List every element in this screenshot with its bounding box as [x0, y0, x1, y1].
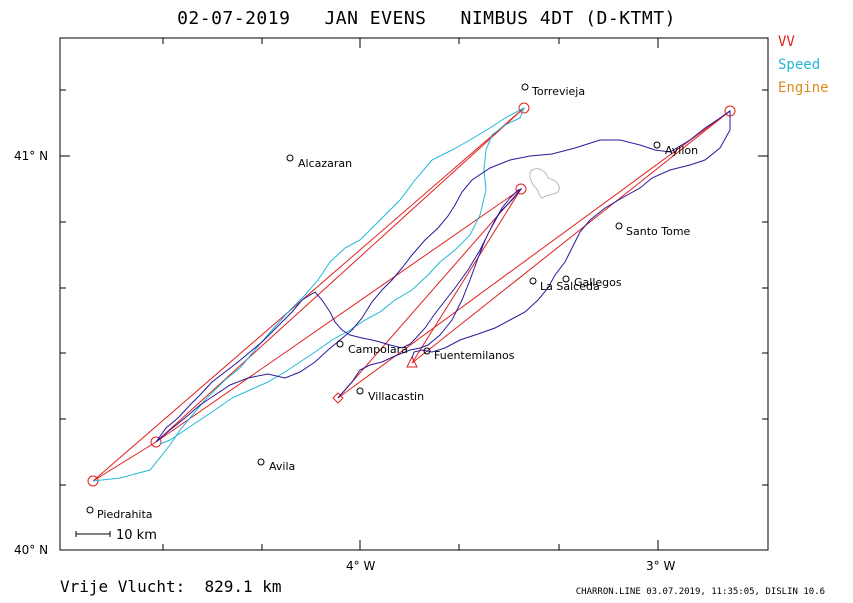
legend-speed: Speed: [778, 57, 821, 73]
place-marker: [356, 387, 364, 395]
lat-label-41: 41° N: [14, 149, 48, 163]
place-marker: [423, 347, 431, 355]
place-marker: [257, 458, 265, 466]
place-label-gallegos: Gallegos: [574, 276, 622, 289]
place-marker: [529, 277, 537, 285]
place-label-fuentemilanos: Fuentemilanos: [434, 349, 515, 362]
lake-outline: [529, 168, 560, 199]
map-ticks: [60, 38, 768, 551]
distance-label: Vrije Vlucht:: [60, 577, 186, 596]
place-label-santo-tome: Santo Tome: [626, 225, 691, 238]
place-label-piedrahita: Piedrahita: [97, 508, 153, 521]
turnpoint-marker: [150, 436, 162, 448]
turnpoint-marker: [515, 183, 527, 195]
scale-bar: 10 km: [75, 528, 157, 543]
place-marker: [336, 340, 344, 348]
place-marker: [615, 222, 623, 230]
distance-summary: Vrije Vlucht: 829.1 km: [60, 577, 282, 596]
scale-label: 10 km: [116, 528, 157, 543]
place-marker: [286, 154, 294, 162]
distance-value: 829.1 km: [204, 577, 282, 596]
place-label-la-salceda: La Salceda: [540, 280, 600, 293]
map-frame: [59, 37, 769, 551]
place-marker: [86, 506, 94, 514]
place-marker: [562, 275, 570, 283]
place-label-torrevieja: Torrevieja: [531, 85, 585, 98]
place-label-avila: Avila: [269, 460, 295, 473]
place-label-campolara: Campolara: [348, 343, 408, 356]
lon-label-4w: 4° W: [346, 559, 375, 573]
place-label-villacastin: Villacastin: [368, 390, 424, 403]
task-legs: [92, 107, 731, 482]
place-label-ayllon: Ayllon: [665, 144, 698, 157]
map-title: 02-07-2019 JAN EVENS NIMBUS 4DT (D-KTMT): [177, 8, 676, 29]
turnpoint-marker: [518, 102, 530, 114]
turnpoint-markers: [87, 102, 736, 487]
place-marker: [653, 141, 661, 149]
legend-vv: VV: [778, 34, 795, 50]
flight-track: [155, 110, 731, 443]
place-marker: [521, 83, 529, 91]
place-markers: [86, 83, 661, 514]
lon-label-3w: 3° W: [646, 559, 675, 573]
legend-engine: Engine: [778, 80, 829, 96]
credits-line: CHARRON.LINE 03.07.2019, 11:35:05, DISLI…: [575, 587, 825, 597]
start-diamond: [332, 392, 344, 404]
lat-label-40: 40° N: [14, 543, 48, 557]
place-label-alcazaran: Alcazaran: [298, 157, 352, 170]
finish-triangle: [406, 355, 418, 368]
speed-track: [92, 106, 525, 482]
turnpoint-marker: [87, 475, 99, 487]
